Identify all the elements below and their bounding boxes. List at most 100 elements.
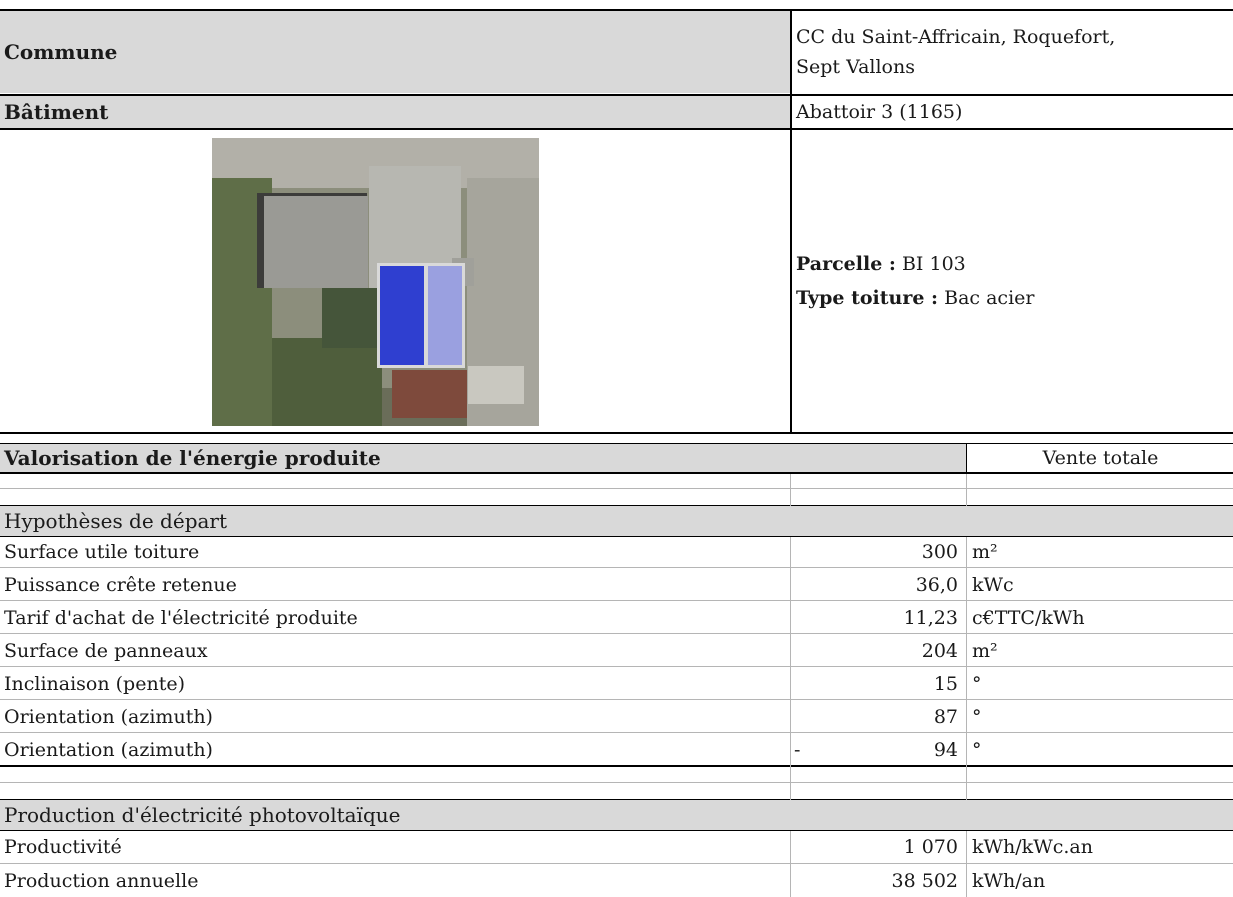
- toiture-value: Bac acier: [944, 286, 1035, 309]
- hyp-unit-text: °: [972, 672, 982, 695]
- hyp-value-text: 15: [933, 672, 958, 695]
- commune-value-cell: CC du Saint-Affricain, Roquefort, Sept V…: [792, 10, 1233, 93]
- hyp-label-text: Puissance crête retenue: [4, 573, 237, 596]
- commune-value-line1: CC du Saint-Affricain, Roquefort,: [796, 25, 1116, 48]
- hyp-unit-5: °: [968, 702, 1233, 731]
- hyp-unit-0: m²: [968, 537, 1233, 566]
- parcelle-label: Parcelle :: [796, 252, 896, 275]
- hyp-value-6: 94: [834, 735, 966, 764]
- parcelle-line: Parcelle : BI 103: [796, 247, 966, 281]
- hyp-value-4: 15: [790, 669, 966, 698]
- gridline: [966, 537, 967, 800]
- border: [790, 9, 792, 434]
- gridline: [790, 537, 791, 800]
- hyp-prefix-text: -: [794, 738, 801, 761]
- hyp-label-6: Orientation (azimuth): [0, 735, 788, 764]
- border: [0, 765, 1233, 767]
- border: [0, 830, 1233, 831]
- hyp-value-text: 204: [921, 639, 958, 662]
- hyp-label-text: Tarif d'achat de l'électricité produite: [4, 606, 358, 629]
- prod-unit-text: kWh/an: [972, 869, 1046, 892]
- border: [0, 94, 1233, 96]
- hyp-value-text: 300: [921, 540, 958, 563]
- gridline: [0, 699, 1233, 700]
- prod-unit-text: kWh/kWc.an: [972, 835, 1093, 858]
- gridline: [790, 474, 791, 506]
- hyp-unit-text: °: [972, 705, 982, 728]
- hyp-unit-2: c€TTC/kWh: [968, 603, 1233, 632]
- hyp-label-0: Surface utile toiture: [0, 537, 788, 566]
- hyp-unit-3: m²: [968, 636, 1233, 665]
- hyp-unit-text: m²: [972, 540, 998, 563]
- hypotheses-header: Hypothèses de départ: [0, 506, 1233, 536]
- hypotheses-title: Hypothèses de départ: [4, 509, 228, 533]
- parcelle-cell: Parcelle : BI 103 Type toiture : Bac aci…: [792, 130, 1233, 431]
- prod-label-1: Production annuelle: [0, 864, 788, 897]
- hyp-value-text: 36,0: [915, 573, 958, 596]
- hyp-label-4: Inclinaison (pente): [0, 669, 788, 698]
- batiment-label-cell: Bâtiment: [0, 96, 790, 128]
- border: [0, 505, 1233, 506]
- gridline: [790, 831, 791, 897]
- hyp-unit-1: kWc: [968, 570, 1233, 599]
- hyp-value-text: 11,23: [903, 606, 958, 629]
- hyp-prefix-6: -: [794, 735, 834, 764]
- border: [0, 443, 1233, 444]
- hyp-label-text: Orientation (azimuth): [4, 705, 213, 728]
- gridline: [966, 474, 967, 506]
- prod-label-0: Productivité: [0, 831, 788, 862]
- hyp-unit-text: m²: [972, 639, 998, 662]
- production-header: Production d'électricité photovoltaïque: [0, 800, 1233, 830]
- hyp-unit-text: kWc: [972, 573, 1014, 596]
- valorisation-value-cell: Vente totale: [968, 444, 1233, 472]
- commune-label: Commune: [4, 39, 118, 64]
- prod-value-text: 38 502: [891, 869, 958, 892]
- hyp-label-text: Surface utile toiture: [4, 540, 200, 563]
- gridline: [0, 567, 1233, 568]
- border: [0, 128, 1233, 130]
- batiment-value: Abattoir 3 (1165): [796, 101, 963, 123]
- hyp-label-5: Orientation (azimuth): [0, 702, 788, 731]
- hyp-label-text: Orientation (azimuth): [4, 738, 213, 761]
- batiment-value-cell: Abattoir 3 (1165): [792, 96, 1233, 128]
- toiture-label: Type toiture :: [796, 286, 939, 309]
- border: [0, 799, 1233, 800]
- gridline: [0, 666, 1233, 667]
- batiment-label: Bâtiment: [4, 100, 109, 124]
- parcelle-value: BI 103: [901, 252, 966, 275]
- hyp-value-0: 300: [790, 537, 966, 566]
- prod-unit-0: kWh/kWc.an: [968, 831, 1233, 862]
- production-title: Production d'électricité photovoltaïque: [4, 803, 401, 827]
- hyp-label-2: Tarif d'achat de l'électricité produite: [0, 603, 788, 632]
- border: [0, 9, 1233, 11]
- hyp-label-text: Inclinaison (pente): [4, 672, 185, 695]
- gridline: [0, 633, 1233, 634]
- border: [0, 536, 1233, 537]
- valorisation-label: Valorisation de l'énergie produite: [4, 446, 381, 470]
- prod-label-text: Productivité: [4, 835, 122, 858]
- aerial-roof-photo: [212, 138, 539, 426]
- hyp-value-text: 94: [933, 738, 958, 761]
- border: [0, 432, 1233, 434]
- gridline: [0, 732, 1233, 733]
- prod-label-text: Production annuelle: [4, 869, 199, 892]
- hyp-label-1: Puissance crête retenue: [0, 570, 788, 599]
- gridline: [0, 600, 1233, 601]
- border: [966, 443, 967, 473]
- gridline: [0, 488, 1233, 489]
- gridline: [966, 831, 967, 897]
- aerial-photo-graphic: [212, 138, 539, 426]
- hyp-label-text: Surface de panneaux: [4, 639, 208, 662]
- toiture-line: Type toiture : Bac acier: [796, 281, 1034, 315]
- commune-label-cell: Commune: [0, 10, 790, 93]
- hyp-unit-4: °: [968, 669, 1233, 698]
- hyp-value-1: 36,0: [790, 570, 966, 599]
- hyp-label-3: Surface de panneaux: [0, 636, 788, 665]
- prod-value-0: 1 070: [790, 831, 966, 862]
- hyp-unit-text: c€TTC/kWh: [972, 606, 1085, 629]
- prod-value-1: 38 502: [790, 864, 966, 897]
- hyp-value-2: 11,23: [790, 603, 966, 632]
- prod-value-text: 1 070: [903, 835, 958, 858]
- valorisation-value: Vente totale: [1042, 447, 1159, 469]
